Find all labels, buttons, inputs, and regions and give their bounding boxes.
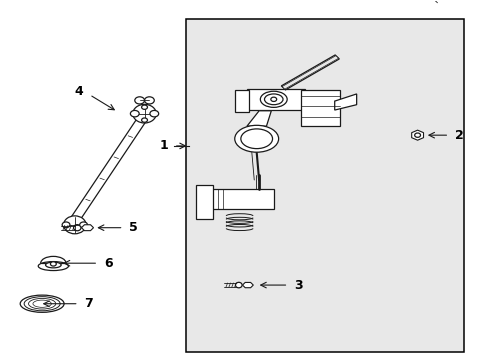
Ellipse shape bbox=[73, 225, 81, 231]
Ellipse shape bbox=[234, 125, 278, 152]
Circle shape bbox=[142, 118, 147, 122]
Polygon shape bbox=[246, 111, 271, 126]
Circle shape bbox=[414, 133, 420, 137]
Circle shape bbox=[62, 222, 70, 228]
Ellipse shape bbox=[63, 216, 86, 234]
Polygon shape bbox=[69, 114, 149, 223]
Text: 1: 1 bbox=[159, 139, 167, 152]
Ellipse shape bbox=[45, 262, 61, 268]
Polygon shape bbox=[210, 189, 273, 209]
Ellipse shape bbox=[241, 129, 272, 149]
Ellipse shape bbox=[133, 104, 156, 123]
Circle shape bbox=[50, 262, 56, 266]
Polygon shape bbox=[300, 90, 339, 126]
Circle shape bbox=[144, 97, 154, 104]
Text: 7: 7 bbox=[84, 297, 93, 310]
Circle shape bbox=[135, 97, 144, 104]
Ellipse shape bbox=[235, 282, 242, 288]
Circle shape bbox=[80, 222, 87, 228]
Text: 6: 6 bbox=[104, 257, 112, 270]
Polygon shape bbox=[282, 56, 338, 89]
Polygon shape bbox=[411, 130, 423, 140]
Ellipse shape bbox=[20, 295, 64, 312]
Polygon shape bbox=[234, 90, 249, 112]
Ellipse shape bbox=[38, 262, 68, 271]
Polygon shape bbox=[334, 94, 356, 110]
Circle shape bbox=[142, 105, 147, 109]
Circle shape bbox=[130, 111, 139, 117]
Polygon shape bbox=[242, 283, 253, 288]
Ellipse shape bbox=[264, 94, 283, 105]
Polygon shape bbox=[281, 55, 339, 90]
Circle shape bbox=[270, 97, 276, 102]
Text: 4: 4 bbox=[75, 85, 83, 98]
Polygon shape bbox=[246, 89, 305, 110]
Text: 2: 2 bbox=[454, 129, 463, 142]
Circle shape bbox=[150, 111, 158, 117]
Ellipse shape bbox=[260, 91, 286, 107]
Polygon shape bbox=[81, 225, 93, 231]
Polygon shape bbox=[195, 185, 212, 220]
Text: 5: 5 bbox=[129, 221, 138, 234]
Bar bbox=[185, 19, 463, 352]
Text: 3: 3 bbox=[294, 279, 302, 292]
